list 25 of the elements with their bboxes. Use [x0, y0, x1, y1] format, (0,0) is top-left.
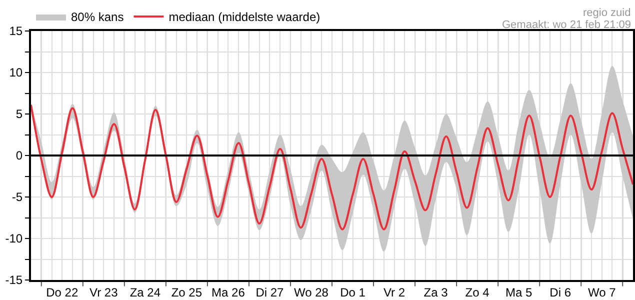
x-tick-label: Wo 28 [294, 285, 329, 300]
x-tick-label: Vr 2 [384, 285, 406, 300]
annotation: Gemaakt: wo 21 feb 21:09 [502, 19, 632, 31]
x-tick-label: Do 1 [340, 285, 366, 300]
y-tick-label: -10 [5, 232, 23, 246]
legend-label: 80% kans [71, 10, 124, 24]
x-tick-label: Ma 26 [212, 285, 246, 300]
x-tick-label: Di 27 [256, 285, 284, 300]
y-tick-label: 15 [9, 24, 23, 38]
x-tick-label: Za 3 [424, 285, 448, 300]
text: regio zuid [583, 7, 631, 19]
y-tick-label: 5 [16, 107, 23, 122]
x-tick-label: Zo 4 [465, 285, 490, 300]
x-tick-label: Vr 23 [90, 285, 118, 300]
x-tick-label: Do 22 [46, 285, 78, 300]
y-tick-label: 0 [16, 148, 23, 163]
x-tick-label: Wo 7 [588, 285, 616, 300]
y-tick-label: -15 [5, 273, 23, 288]
legend-label: mediaan (middelste waarde) [168, 10, 320, 24]
x-tick-label: Za 24 [130, 285, 161, 300]
x-tick-label: Ma 5 [505, 285, 532, 300]
x-tick-label: Di 6 [550, 285, 572, 300]
y-tick-label: -5 [12, 190, 23, 204]
y-tick-label: 10 [9, 66, 23, 80]
x-tick-label: Zo 25 [171, 285, 202, 300]
